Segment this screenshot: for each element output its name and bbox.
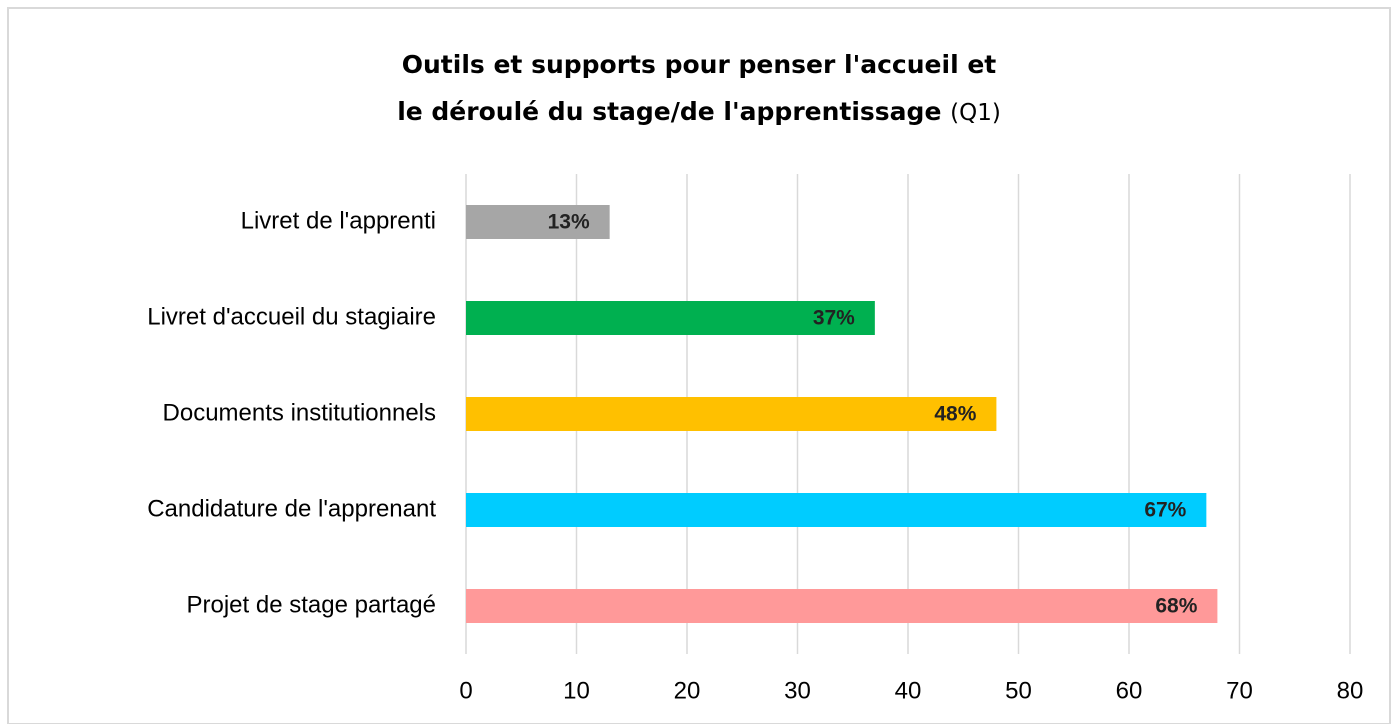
- bar: [466, 589, 1218, 623]
- x-tick-label: 70: [1226, 677, 1253, 704]
- chart-title: Outils et supports pour penser l'accueil…: [402, 50, 997, 79]
- x-tick-label: 80: [1337, 677, 1364, 704]
- value-label: 37%: [813, 307, 855, 330]
- x-tick-label: 10: [563, 677, 590, 704]
- y-tick-label: Livret d'accueil du stagiaire: [147, 303, 436, 330]
- value-label: 13%: [548, 211, 590, 234]
- x-tick-label: 60: [1116, 677, 1143, 704]
- value-label: 68%: [1155, 595, 1197, 618]
- y-tick-label: Candidature de l'apprenant: [147, 495, 436, 522]
- chart-subtitle: (Q1): [950, 100, 1001, 126]
- value-label: 67%: [1144, 499, 1186, 522]
- bar: [466, 493, 1207, 527]
- chart-title: le déroulé du stage/de l'apprentissage (…: [397, 97, 1001, 126]
- y-tick-label: Livret de l'apprenti: [241, 207, 436, 234]
- x-tick-label: 20: [674, 677, 701, 704]
- y-tick-label: Documents institutionnels: [163, 399, 436, 426]
- x-tick-label: 30: [784, 677, 811, 704]
- bar: [466, 301, 875, 335]
- x-tick-label: 40: [895, 677, 922, 704]
- bar: [466, 397, 997, 431]
- x-tick-label: 0: [459, 677, 472, 704]
- bar: [466, 205, 610, 239]
- x-tick-label: 50: [1005, 677, 1032, 704]
- chart-title-line: le déroulé du stage/de l'apprentissage: [397, 97, 941, 126]
- value-label: 48%: [934, 403, 976, 426]
- y-tick-label: Projet de stage partagé: [186, 591, 436, 618]
